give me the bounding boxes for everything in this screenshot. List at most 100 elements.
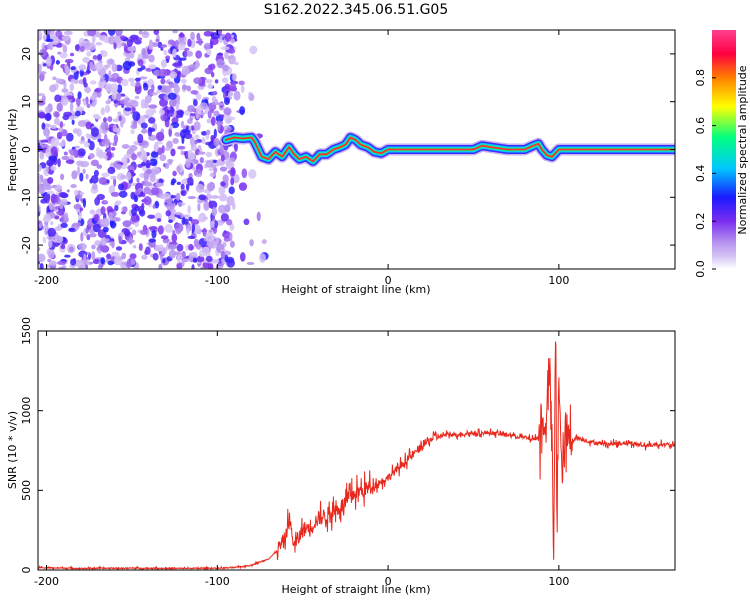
noise-speckle — [180, 213, 184, 219]
noise-speckle — [220, 181, 226, 187]
noise-speckle — [160, 44, 168, 48]
noise-speckle — [132, 111, 141, 122]
noise-speckle — [141, 140, 150, 149]
colorbar-tick-label: 0.6 — [694, 117, 707, 135]
noise-speckle — [89, 61, 94, 71]
noise-speckle — [167, 92, 177, 100]
noise-speckle — [101, 172, 110, 178]
noise-speckle — [198, 213, 207, 223]
noise-speckle — [148, 104, 158, 109]
noise-speckle — [224, 250, 232, 256]
noise-speckle — [176, 181, 181, 185]
noise-speckle — [188, 243, 194, 251]
noise-speckle — [181, 257, 185, 267]
noise-speckle — [231, 73, 237, 81]
noise-speckle — [136, 151, 142, 156]
noise-speckle — [134, 189, 141, 196]
noise-speckle — [228, 83, 237, 90]
noise-speckle — [249, 239, 254, 247]
noise-speckle — [49, 30, 55, 39]
noise-speckle — [122, 206, 128, 213]
noise-speckle — [198, 38, 203, 46]
noise-speckle — [134, 95, 140, 100]
noise-speckle — [39, 48, 47, 58]
noise-speckle — [221, 77, 229, 84]
noise-speckle — [137, 59, 144, 67]
noise-speckle — [158, 263, 163, 269]
noise-speckle — [157, 85, 163, 90]
noise-speckle — [38, 30, 41, 34]
noise-speckle — [187, 176, 194, 186]
noise-speckle — [218, 185, 226, 195]
noise-speckle — [79, 140, 85, 144]
noise-speckle — [90, 95, 96, 101]
noise-speckle — [52, 76, 57, 81]
noise-speckle — [110, 83, 119, 92]
noise-speckle — [248, 93, 255, 102]
noise-speckle — [66, 132, 74, 142]
x-tick-label: 0 — [385, 274, 392, 287]
noise-speckle — [206, 118, 212, 124]
noise-speckle — [84, 87, 92, 93]
noise-speckle — [140, 122, 148, 129]
noise-speckle — [205, 231, 214, 242]
noise-speckle — [115, 30, 123, 37]
noise-speckle — [101, 217, 110, 228]
noise-speckle — [201, 130, 208, 136]
noise-speckle — [85, 259, 90, 266]
noise-speckle — [233, 142, 238, 152]
noise-speckle — [77, 91, 82, 100]
noise-speckle — [179, 57, 187, 61]
noise-speckle — [148, 64, 157, 70]
noise-region — [38, 30, 269, 269]
spectrogram-y-label: Frequency (Hz) — [6, 109, 19, 192]
noise-speckle — [197, 255, 205, 263]
noise-speckle — [116, 92, 122, 101]
noise-speckle — [38, 253, 46, 263]
noise-speckle — [229, 240, 235, 248]
x-tick-label: 100 — [548, 274, 569, 287]
noise-speckle — [112, 118, 120, 123]
noise-speckle — [153, 142, 159, 153]
snr-series — [38, 341, 675, 570]
noise-speckle — [208, 200, 212, 209]
noise-speckle — [86, 103, 91, 109]
noise-speckle — [114, 205, 119, 212]
noise-speckle — [228, 186, 235, 195]
noise-speckle — [155, 131, 165, 142]
noise-speckle — [61, 35, 70, 41]
noise-speckle — [195, 183, 205, 193]
noise-speckle — [220, 154, 225, 162]
noise-speckle — [190, 113, 196, 117]
noise-speckle — [189, 136, 195, 147]
noise-speckle — [223, 96, 230, 105]
noise-speckle — [80, 232, 84, 242]
noise-speckle — [219, 36, 223, 44]
noise-speckle — [210, 32, 220, 40]
noise-speckle — [118, 190, 128, 198]
noise-speckle — [71, 119, 75, 125]
x-tick-label: -200 — [34, 575, 59, 588]
noise-speckle — [141, 254, 148, 260]
noise-speckle — [86, 42, 96, 51]
noise-speckle — [88, 233, 97, 238]
noise-speckle — [139, 209, 146, 217]
noise-speckle — [248, 169, 257, 179]
noise-speckle — [173, 84, 180, 94]
noise-speckle — [100, 206, 106, 215]
noise-speckle — [204, 79, 213, 84]
noise-speckle — [214, 79, 219, 84]
noise-speckle — [120, 159, 128, 170]
noise-speckle — [218, 193, 228, 202]
noise-speckle — [222, 90, 227, 100]
noise-speckle — [205, 255, 213, 262]
noise-speckle — [178, 33, 185, 38]
noise-speckle — [55, 78, 62, 84]
noise-speckle — [233, 90, 241, 101]
x-tick-label: 100 — [548, 575, 569, 588]
noise-speckle — [164, 147, 171, 151]
noise-speckle — [183, 218, 189, 225]
noise-speckle — [149, 174, 156, 183]
noise-speckle — [112, 35, 122, 44]
